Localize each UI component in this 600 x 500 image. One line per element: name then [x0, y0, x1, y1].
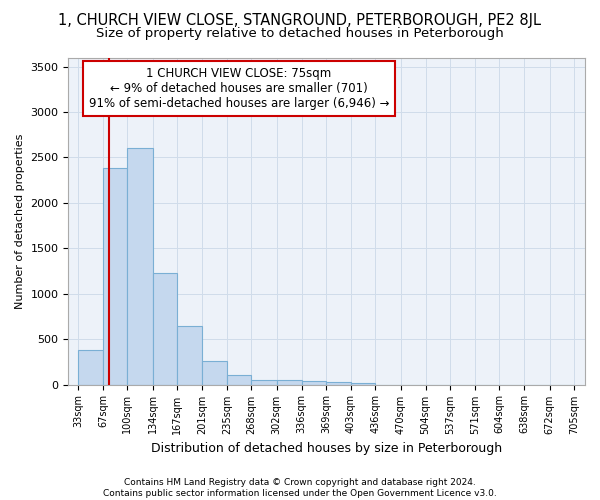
Bar — [227, 374, 251, 384]
Bar — [177, 326, 202, 384]
Text: Contains HM Land Registry data © Crown copyright and database right 2024.
Contai: Contains HM Land Registry data © Crown c… — [103, 478, 497, 498]
Bar — [277, 380, 302, 384]
Y-axis label: Number of detached properties: Number of detached properties — [15, 134, 25, 308]
Bar — [302, 382, 326, 384]
Text: 1 CHURCH VIEW CLOSE: 75sqm
← 9% of detached houses are smaller (701)
91% of semi: 1 CHURCH VIEW CLOSE: 75sqm ← 9% of detac… — [89, 68, 389, 110]
Bar — [78, 350, 103, 384]
Bar — [152, 273, 177, 384]
X-axis label: Distribution of detached houses by size in Peterborough: Distribution of detached houses by size … — [151, 442, 502, 455]
Bar — [351, 383, 376, 384]
Bar — [103, 168, 127, 384]
Bar — [251, 380, 277, 384]
Text: Size of property relative to detached houses in Peterborough: Size of property relative to detached ho… — [96, 28, 504, 40]
Bar — [326, 382, 351, 384]
Bar — [202, 361, 227, 384]
Text: 1, CHURCH VIEW CLOSE, STANGROUND, PETERBOROUGH, PE2 8JL: 1, CHURCH VIEW CLOSE, STANGROUND, PETERB… — [59, 12, 542, 28]
Bar — [127, 148, 152, 384]
